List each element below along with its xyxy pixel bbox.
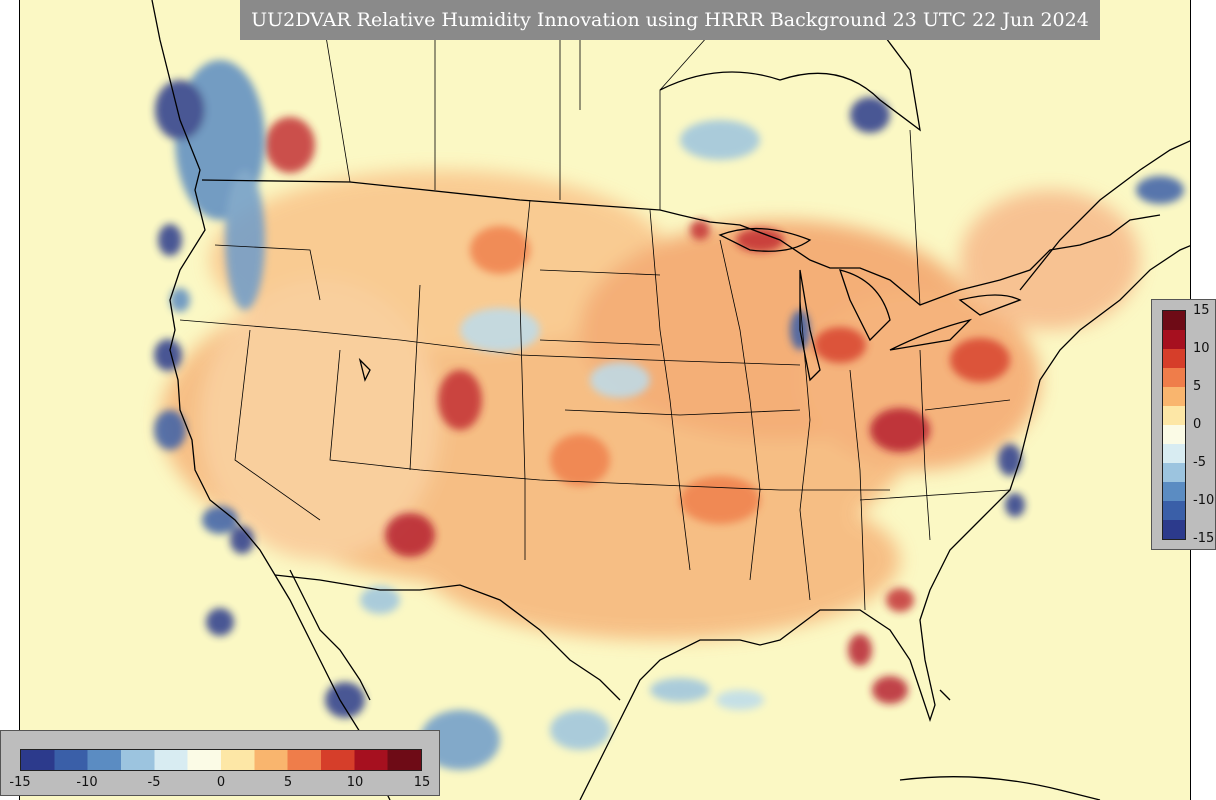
strong-positive-spots (265, 117, 1010, 704)
colorbar-tick: 0 (216, 775, 226, 790)
cuba-coast (899, 776, 1101, 800)
us-canada-border (201, 179, 1161, 306)
colorbar-tick: 10 (1193, 341, 1210, 356)
hudson-bay-shore (659, 0, 921, 132)
colorbar-tick: -15 (9, 775, 31, 790)
humidity-innovation-map (20, 0, 1190, 800)
colorbar-tick: 15 (413, 775, 431, 790)
boundaries (151, 0, 1190, 800)
colorbar-tick: 15 (1193, 303, 1210, 318)
baja-coastline (289, 569, 371, 701)
colorbar-vertical: 15 10 5 0 -5 -10 -15 (1151, 299, 1216, 550)
colorbar-horizontal: -15 -10 -5 0 5 10 15 (0, 730, 440, 796)
map-title: UU2DVAR Relative Humidity Innovation usi… (240, 0, 1100, 40)
pacific-coastline (151, 0, 391, 800)
colorbar-horizontal-gradient (20, 749, 422, 771)
state-lines (179, 199, 1011, 611)
colorbar-tick: -5 (1193, 455, 1206, 470)
colorbar-tick: -10 (76, 775, 98, 790)
colorbar-tick: 5 (1193, 379, 1202, 394)
st-lawrence-shore (1019, 140, 1190, 291)
colorbar-tick: 0 (1193, 417, 1202, 432)
colorbar-tick: -5 (147, 775, 161, 790)
colorbar-tick: -15 (1193, 531, 1215, 546)
lake-huron (839, 269, 891, 342)
lake-ontario (958, 294, 1022, 316)
lake-erie (889, 318, 973, 351)
colorbar-tick: -10 (1193, 493, 1215, 508)
florida-keys (939, 689, 951, 701)
map-panel (19, 0, 1191, 800)
colorbar-vertical-gradient (1162, 310, 1186, 540)
colorbar-tick: 10 (346, 775, 364, 790)
lake-michigan (799, 269, 821, 382)
lake-superior (718, 227, 812, 252)
great-salt-lake (358, 357, 371, 382)
us-mexico-border (274, 574, 621, 701)
colorbar-tick: 5 (283, 775, 293, 790)
gulf-coastline (579, 245, 1190, 800)
